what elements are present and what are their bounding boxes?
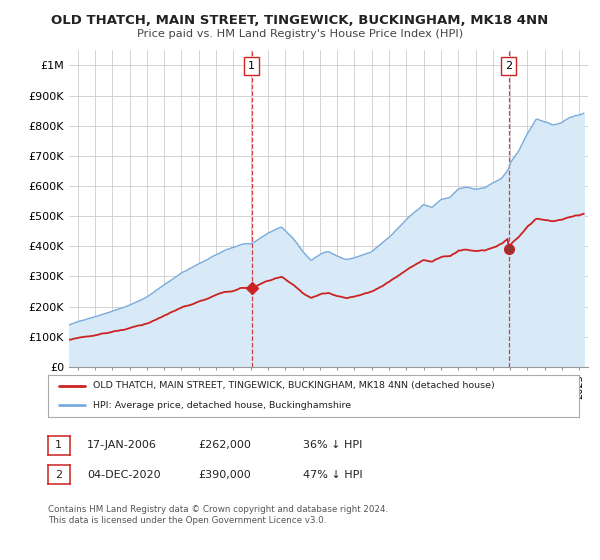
Text: OLD THATCH, MAIN STREET, TINGEWICK, BUCKINGHAM, MK18 4NN (detached house): OLD THATCH, MAIN STREET, TINGEWICK, BUCK… [93, 381, 495, 390]
Text: OLD THATCH, MAIN STREET, TINGEWICK, BUCKINGHAM, MK18 4NN: OLD THATCH, MAIN STREET, TINGEWICK, BUCK… [52, 14, 548, 27]
Text: 17-JAN-2006: 17-JAN-2006 [87, 440, 157, 450]
Text: £262,000: £262,000 [198, 440, 251, 450]
Text: 36% ↓ HPI: 36% ↓ HPI [303, 440, 362, 450]
Text: Contains HM Land Registry data © Crown copyright and database right 2024.
This d: Contains HM Land Registry data © Crown c… [48, 505, 388, 525]
Text: 2: 2 [55, 470, 62, 480]
Text: 2: 2 [505, 61, 512, 71]
Text: 47% ↓ HPI: 47% ↓ HPI [303, 470, 362, 480]
Text: 1: 1 [55, 440, 62, 450]
Text: Price paid vs. HM Land Registry's House Price Index (HPI): Price paid vs. HM Land Registry's House … [137, 29, 463, 39]
Text: HPI: Average price, detached house, Buckinghamshire: HPI: Average price, detached house, Buck… [93, 401, 351, 410]
Text: £390,000: £390,000 [198, 470, 251, 480]
Text: 04-DEC-2020: 04-DEC-2020 [87, 470, 161, 480]
Text: 1: 1 [248, 61, 255, 71]
